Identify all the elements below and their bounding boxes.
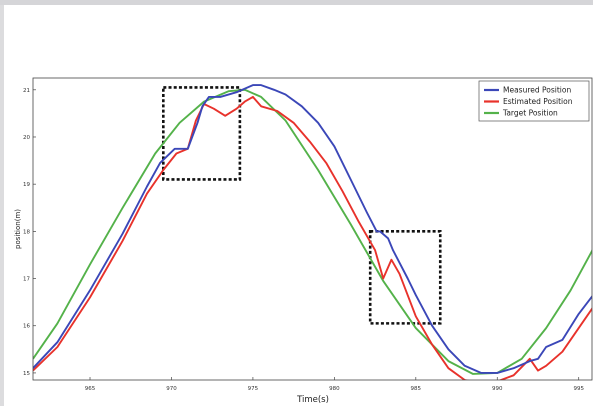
tick-layer: 965 970 975 980 985 990 995 15 16 17 18 19 20 21 [23, 88, 584, 392]
y-tick-label: 16 [23, 324, 30, 330]
series-line-1 [33, 84, 592, 374]
series-line-2 [33, 95, 592, 380]
x-tick-label: 995 [573, 386, 584, 392]
dashed-highlight-box-2 [368, 230, 442, 325]
x-tick-label: 990 [492, 386, 503, 392]
legend-label-3: Target Position [502, 109, 558, 118]
annotation-layer [162, 86, 442, 325]
y-tick-label: 21 [23, 88, 30, 94]
top-border-strip [0, 0, 593, 5]
dashed-highlight-box-1 [162, 86, 242, 181]
legend-label-2: Estimated Position [503, 97, 573, 106]
x-tick-label: 980 [329, 386, 340, 392]
plot-frame [32, 77, 593, 381]
y-tick-label: 17 [23, 277, 30, 283]
y-tick-label: 18 [23, 229, 30, 235]
y-tick-label: 15 [23, 371, 30, 377]
y-tick-label: 20 [23, 135, 30, 141]
x-axis-label: Time(s) [296, 395, 329, 405]
x-tick-label: 970 [166, 386, 177, 392]
legend: Measured Position Estimated Position Targe… [478, 80, 590, 122]
series-layer [33, 84, 592, 380]
left-border-strip [0, 5, 4, 406]
x-tick-label: 965 [85, 386, 96, 392]
legend-label-1: Measured Position [503, 86, 571, 95]
y-tick-label: 19 [23, 182, 30, 188]
series-line-3 [33, 88, 592, 375]
y-axis-label: position(m) [14, 209, 22, 249]
x-tick-label: 985 [411, 386, 422, 392]
x-tick-label: 975 [248, 386, 259, 392]
